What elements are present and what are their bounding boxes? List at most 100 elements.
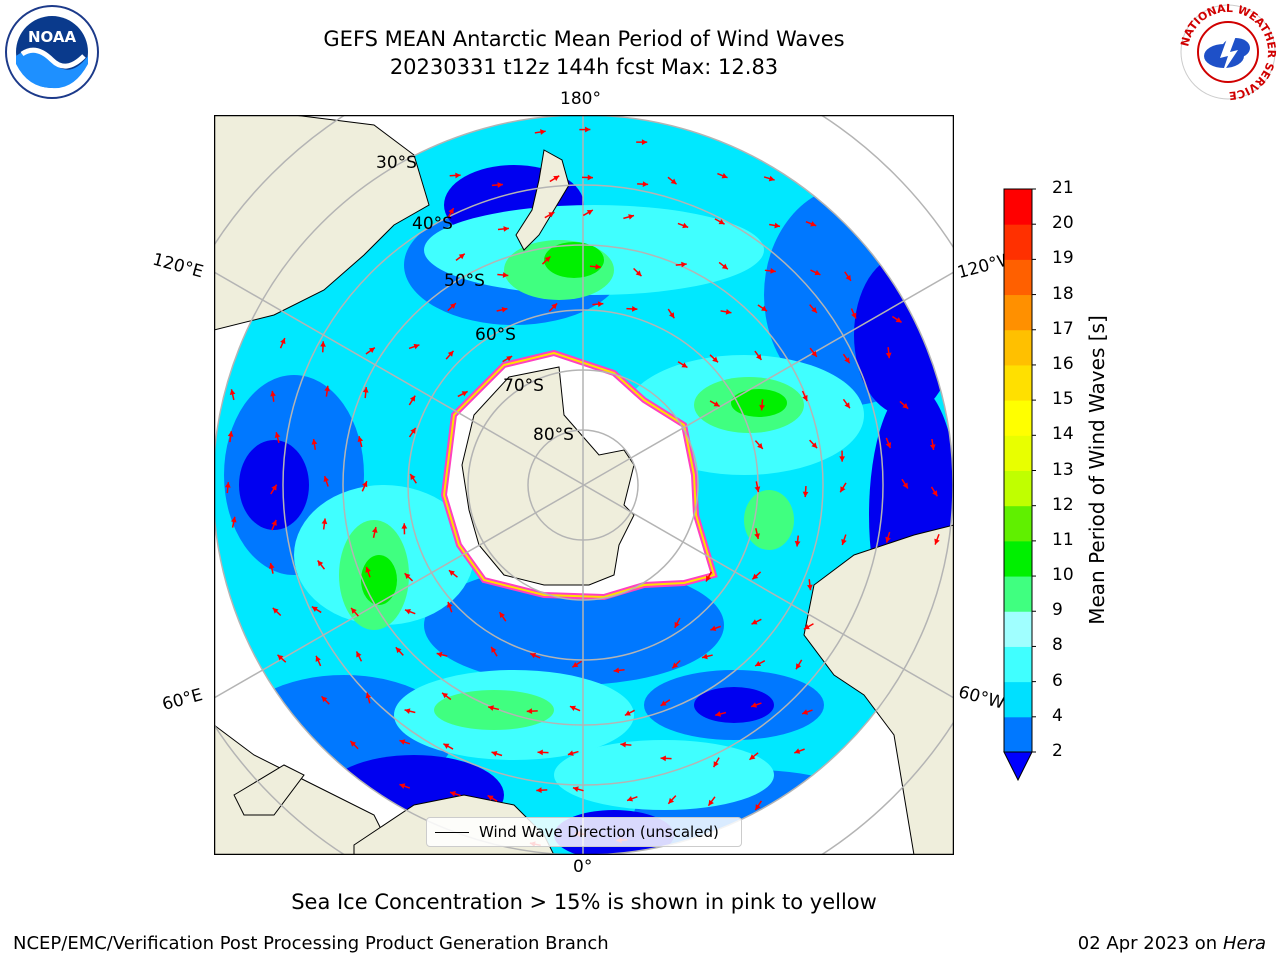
colorbar-band <box>1004 716 1032 753</box>
wind-wave-arrow-head <box>751 619 758 625</box>
wind-wave-arrow-head <box>458 253 465 260</box>
colorbar-band <box>1004 576 1032 612</box>
land-madagascar <box>233 764 305 816</box>
wind-wave-arrow-head <box>436 651 443 658</box>
footer-machine: Hera <box>1222 933 1266 954</box>
noaa-logo-icon: NOAA <box>5 5 99 99</box>
footer-date: 02 Apr 2023 on Hera <box>1077 933 1266 954</box>
wind-wave-arrow-head <box>272 607 279 614</box>
colorbar-tick-label: 14 <box>1052 424 1074 445</box>
nws-logo-icon: NATIONAL WEATHER SERVICE <box>1178 2 1278 102</box>
land-africa <box>214 724 395 855</box>
colorbar-tick-label: 4 <box>1052 705 1063 726</box>
colorbar-tick-label: 15 <box>1052 389 1074 410</box>
colorbar-band <box>1004 189 1032 225</box>
wind-wave-arrow-head <box>934 538 940 545</box>
wind-wave-arrow-head <box>713 761 719 768</box>
wind-wave-arrow-head <box>715 711 722 717</box>
lat-label-50s: 50°S <box>444 271 485 291</box>
wind-wave-arrow-head <box>448 208 454 215</box>
lat-label-60s: 60°S <box>475 325 516 345</box>
wind-wave-arrow-head <box>443 743 450 749</box>
wind-wave-arrow-head <box>811 442 818 449</box>
wind-wave-arrow-head <box>754 486 761 493</box>
wind-wave-arrow-head <box>395 647 402 654</box>
wind-wave-arrow-head <box>311 606 318 612</box>
wind-wave-arrow-head <box>280 338 286 345</box>
wind-wave-arrow-head <box>682 222 689 229</box>
lon-label-0: 0° <box>573 857 593 877</box>
wind-wave-arrow-head <box>567 750 574 756</box>
wind-wave-arrow-head <box>844 357 850 364</box>
wind-wave-arrow-head <box>932 490 938 497</box>
wind-wave-arrow-head <box>674 621 680 628</box>
wind-wave-arrow-head <box>627 796 633 802</box>
wind-wave-arrow-head <box>725 309 732 315</box>
colorbar-band <box>1004 400 1032 436</box>
colorbar-tick-label: 19 <box>1052 248 1074 269</box>
colorbar-band <box>1004 611 1032 647</box>
lat-label-80s: 80°S <box>533 425 574 445</box>
wind-wave-arrow-head <box>770 268 776 274</box>
colorbar-band <box>1004 364 1032 401</box>
wind-wave-arrow-head <box>761 305 768 312</box>
wind-wave-arrow-head <box>317 560 324 567</box>
wind-wave-arrow-head <box>851 312 857 319</box>
wind-wave-arrow-head <box>841 539 847 545</box>
wind-wave-arrow-head <box>320 341 326 347</box>
wind-wave-arrow-head <box>501 306 508 313</box>
wind-wave-arrow-head <box>404 708 411 714</box>
wind-wave-arrow-head <box>368 347 375 353</box>
colorbar-band <box>1004 294 1032 331</box>
wind-wave-arrow-head <box>321 518 328 525</box>
wind-wave-arrow-head <box>315 655 321 662</box>
wind-wave-arrow-head <box>410 474 416 481</box>
wind-wave-arrow-head <box>632 306 638 312</box>
wind-wave-arrow-head <box>755 804 761 811</box>
wind-wave-arrow-head <box>227 431 234 437</box>
colorbar-band <box>1004 259 1032 296</box>
wind-wave-arrow-head <box>447 350 454 357</box>
wind-wave-arrow-head <box>404 573 411 580</box>
colorbar-tick-label: 9 <box>1052 600 1063 621</box>
wind-wave-arrow-head <box>681 261 687 268</box>
wind-wave-arrow-head <box>362 481 368 488</box>
colorbar-tick-label: 13 <box>1052 459 1074 480</box>
wind-wave-arrow-head <box>794 748 801 754</box>
wind-wave-arrow-head <box>442 692 449 699</box>
wind-wave-arrow-head <box>450 303 456 309</box>
colorbar-tick-label: 16 <box>1052 353 1074 374</box>
wind-wave-arrow-head <box>569 705 576 712</box>
wind-wave-arrow-head <box>885 536 891 543</box>
colorbar-under-triangle <box>1003 751 1033 782</box>
wind-wave-arrow-head <box>885 442 892 449</box>
chart-subtitle: 20230331 t12z 144h fcst Max: 12.83 <box>389 55 779 79</box>
wind-wave-arrow-head <box>701 653 708 660</box>
wind-wave-arrow-head <box>802 395 808 402</box>
colorbar-tick-label: 21 <box>1052 178 1074 198</box>
legend-line-icon <box>435 831 469 833</box>
wind-wave-arrow-head <box>371 527 378 533</box>
wind-wave-arrow-head <box>757 442 763 449</box>
wind-wave-arrow-head <box>365 566 371 573</box>
lat-label-70s: 70°S <box>503 376 544 396</box>
footer-credit: NCEP/EMC/Verification Post Processing Pr… <box>13 933 609 954</box>
wind-wave-arrow-head <box>628 214 635 220</box>
wind-wave-arrow-head <box>274 432 281 438</box>
wind-wave-arrow-head <box>708 799 714 806</box>
wind-wave-arrow-head <box>802 709 809 715</box>
wind-wave-arrow-head <box>491 751 498 757</box>
polar-map: 30°S 40°S 50°S 60°S 70°S 80°S <box>214 115 954 855</box>
wind-wave-arrow-head <box>624 710 631 716</box>
wind-wave-arrow-head <box>845 274 851 281</box>
wind-wave-arrow-head <box>794 540 801 547</box>
wind-wave-arrow-head <box>613 667 620 674</box>
wind-wave-arrow-head <box>712 356 719 363</box>
wind-wave-arrow-head <box>497 182 503 188</box>
wind-wave-arrow-head <box>526 708 533 715</box>
lat-label-30s: 30°S <box>376 153 417 173</box>
wind-wave-arrow-head <box>357 436 364 443</box>
wind-wave-arrow-head <box>768 175 775 182</box>
wind-wave-arrow-head <box>660 755 666 762</box>
wind-wave-arrow-head <box>895 317 902 323</box>
